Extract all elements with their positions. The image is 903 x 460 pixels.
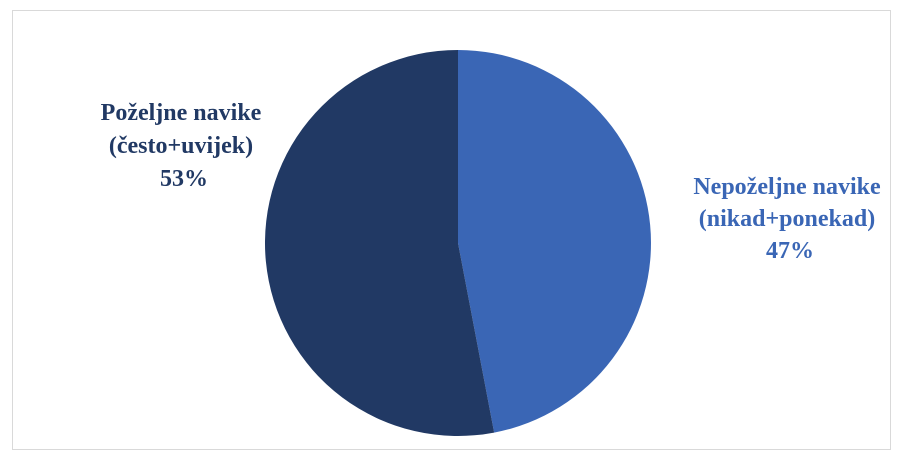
slice-label-line-1: Nepoželjne navike <box>693 174 881 200</box>
slices-layer <box>264 50 651 436</box>
pie-slice-1 <box>264 50 495 436</box>
slice-label-pozeljne: Poželjne navike (često+uvijek) 53% <box>101 100 268 192</box>
slice-label-line-2: (nikad+ponekad) <box>699 206 875 232</box>
slice-percent-label: 47% <box>766 238 814 264</box>
slice-label-line-1: Poželjne navike <box>101 100 262 126</box>
slice-label-nepozeljne: Nepoželjne navike (nikad+ponekad) 47% <box>693 174 886 264</box>
slice-percent-label: 53% <box>160 166 208 192</box>
slice-label-line-2: (često+uvijek) <box>109 133 253 159</box>
pie-slice-0 <box>458 50 651 433</box>
